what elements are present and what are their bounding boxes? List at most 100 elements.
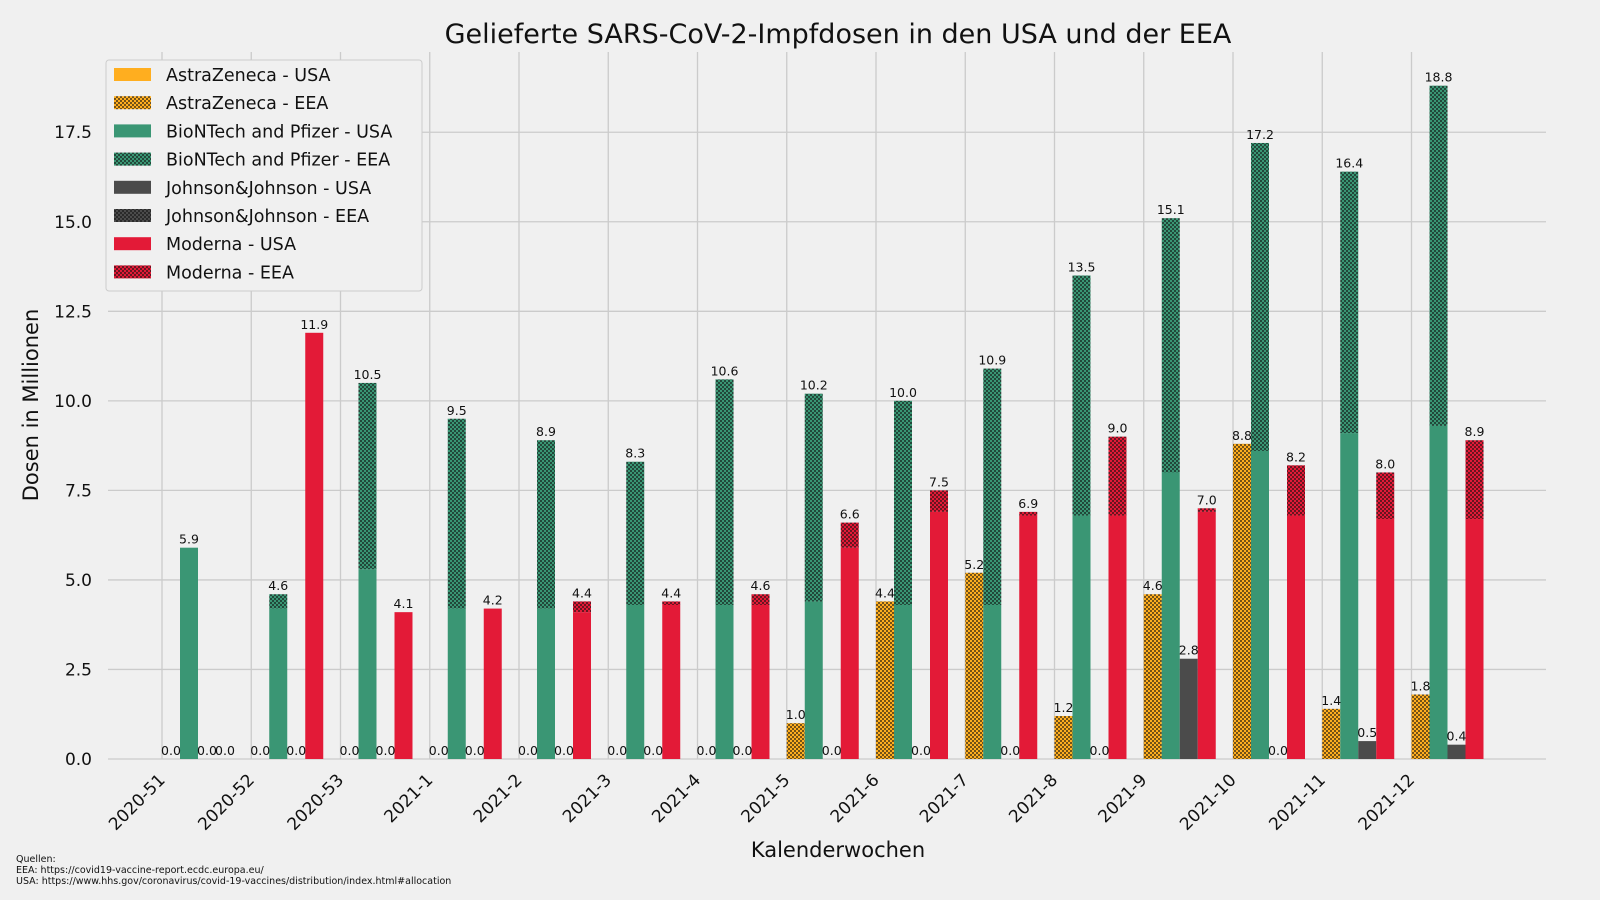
y-tick-label: 7.5 xyxy=(65,481,92,501)
bar-moderna-usa xyxy=(1019,515,1038,759)
data-label: 17.2 xyxy=(1246,127,1274,142)
legend-label: AstraZeneca - USA xyxy=(166,66,331,86)
bar-moderna-eea xyxy=(1465,440,1484,520)
bar-biontech-and-pfizer-eea xyxy=(269,594,288,609)
y-tick-label: 2.5 xyxy=(65,660,92,680)
x-tick-label: 2020-51 xyxy=(105,770,169,834)
y-tick-label: 5.0 xyxy=(65,571,92,591)
data-label: 8.9 xyxy=(536,424,556,439)
data-label: 8.0 xyxy=(1375,456,1395,471)
bar-moderna-eea xyxy=(662,601,681,605)
data-label: 8.8 xyxy=(1232,428,1252,443)
x-tick-label: 2020-52 xyxy=(194,770,258,834)
data-label: 0.0 xyxy=(607,743,627,758)
bar-biontech-and-pfizer-usa xyxy=(894,604,912,759)
bar-astrazeneca-eea xyxy=(876,601,894,759)
x-tick-label: 2020-53 xyxy=(284,770,348,834)
bar-biontech-and-pfizer-usa xyxy=(358,569,377,759)
data-label: 1.4 xyxy=(1321,693,1341,708)
bar-biontech-and-pfizer-eea xyxy=(626,461,645,605)
bars xyxy=(180,85,1484,759)
data-label: 0.0 xyxy=(250,743,270,758)
y-tick-label: 17.5 xyxy=(54,123,92,143)
source-usa: USA: https://www.hhs.gov/coronavirus/cov… xyxy=(16,876,452,887)
bar-moderna-eea xyxy=(751,594,770,605)
data-label: 10.2 xyxy=(800,378,828,393)
bar-moderna-eea xyxy=(1287,465,1305,516)
data-label: 4.6 xyxy=(1143,578,1163,593)
legend-label: BioNTech and Pfizer - EEA xyxy=(166,151,390,171)
bar-biontech-and-pfizer-eea xyxy=(715,379,734,605)
data-label: 0.0 xyxy=(733,743,753,758)
legend-box xyxy=(105,59,423,292)
bar-moderna-usa xyxy=(930,511,948,759)
data-label: 5.9 xyxy=(179,532,199,547)
data-label: 8.3 xyxy=(625,446,645,461)
data-label: 0.0 xyxy=(822,743,842,758)
y-tick-label: 10.0 xyxy=(54,392,92,412)
bar-moderna-eea xyxy=(840,522,859,548)
data-label: 6.6 xyxy=(840,507,860,522)
legend-label: Moderna - USA xyxy=(166,235,296,255)
y-tick-label: 12.5 xyxy=(54,302,92,322)
data-label: 6.9 xyxy=(1018,496,1038,511)
x-axis-label: Kalenderwochen xyxy=(751,838,925,862)
data-label: 0.0 xyxy=(1268,743,1288,758)
data-label: 0.0 xyxy=(554,743,574,758)
data-label: 4.1 xyxy=(394,596,414,611)
bar-astrazeneca-eea xyxy=(786,723,805,759)
bar-biontech-and-pfizer-eea xyxy=(1161,218,1180,473)
bar-moderna-usa xyxy=(1465,519,1484,759)
bar-johnson-johnson-usa xyxy=(1447,744,1466,759)
bar-biontech-and-pfizer-usa xyxy=(1072,515,1091,759)
data-label: 4.4 xyxy=(875,585,895,600)
bar-biontech-and-pfizer-eea xyxy=(537,440,555,609)
data-label: 0.0 xyxy=(197,743,217,758)
bar-biontech-and-pfizer-usa xyxy=(715,604,734,759)
legend-swatch xyxy=(114,180,151,194)
data-label: 2.8 xyxy=(1179,643,1199,658)
x-tick-label: 2021-10 xyxy=(1176,770,1240,834)
bar-moderna-usa xyxy=(840,547,859,759)
bar-moderna-eea xyxy=(1108,436,1127,516)
bar-biontech-and-pfizer-eea xyxy=(1340,171,1359,434)
bar-astrazeneca-eea xyxy=(1322,708,1341,759)
bar-biontech-and-pfizer-usa xyxy=(180,547,198,759)
sources-heading: Quellen: xyxy=(16,854,56,865)
bar-astrazeneca-eea xyxy=(965,572,984,759)
data-label: 0.0 xyxy=(465,743,485,758)
data-label: 8.2 xyxy=(1286,449,1306,464)
bar-moderna-eea xyxy=(930,490,948,512)
bar-moderna-usa xyxy=(483,608,502,759)
data-label: 11.9 xyxy=(300,317,328,332)
x-tick-label: 2021-8 xyxy=(1005,770,1062,827)
bar-moderna-usa xyxy=(1108,515,1127,759)
data-label: 0.0 xyxy=(376,743,396,758)
data-label: 9.5 xyxy=(447,403,467,418)
data-label: 8.9 xyxy=(1465,424,1485,439)
data-label: 13.5 xyxy=(1068,259,1096,274)
data-label: 0.0 xyxy=(1090,743,1110,758)
bar-moderna-usa xyxy=(662,604,681,759)
legend-swatch xyxy=(114,96,151,110)
data-label: 7.5 xyxy=(929,474,949,489)
x-tick-label: 2021-3 xyxy=(559,770,616,827)
source-eea: EEA: https://covid19-vaccine-report.ecdc… xyxy=(16,865,264,876)
data-label: 7.0 xyxy=(1197,492,1217,507)
bar-biontech-and-pfizer-eea xyxy=(1072,275,1091,516)
legend-swatch xyxy=(114,265,151,279)
data-label: 0.0 xyxy=(340,743,360,758)
data-label: 1.0 xyxy=(786,707,806,722)
bar-moderna-usa xyxy=(1197,511,1216,759)
data-label: 0.0 xyxy=(161,743,181,758)
bar-astrazeneca-eea xyxy=(1233,443,1251,759)
bar-moderna-usa xyxy=(1376,519,1395,759)
bar-moderna-usa xyxy=(394,612,413,759)
data-label: 10.0 xyxy=(889,385,917,400)
x-tick-label: 2021-11 xyxy=(1265,770,1329,834)
data-label: 10.9 xyxy=(978,353,1006,368)
bar-moderna-usa xyxy=(305,332,324,759)
bar-moderna-usa xyxy=(1287,515,1305,759)
x-tick-label: 2021-6 xyxy=(827,770,884,827)
data-label: 0.0 xyxy=(429,743,449,758)
